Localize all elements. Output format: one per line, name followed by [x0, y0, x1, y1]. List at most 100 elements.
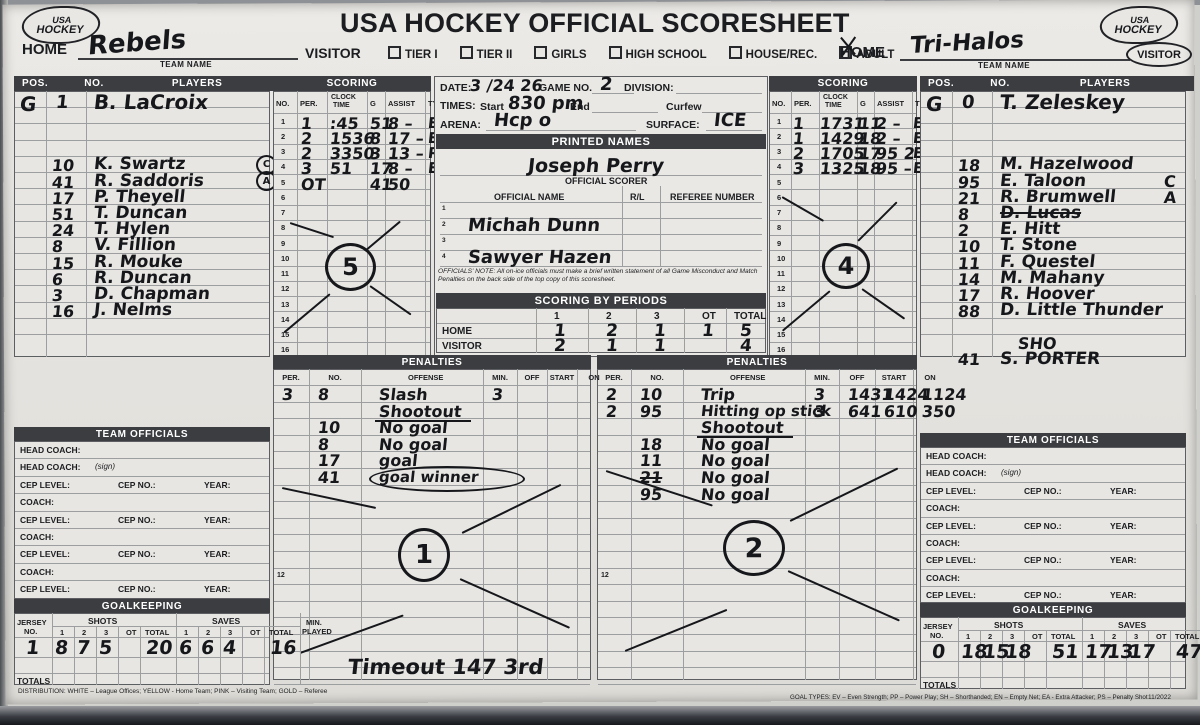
roster-rule [921, 204, 1185, 206]
gk-sub-col-label: OT [1156, 632, 1167, 641]
sbp-box [436, 308, 766, 353]
gk-col-divider [176, 613, 177, 685]
officials-row-number: 4 [442, 253, 446, 260]
gk-sub-col-label: 3 [104, 628, 109, 637]
division-label: DIVISION: [624, 82, 674, 94]
penalty-col-divider [631, 369, 632, 680]
classification-option-tier-i[interactable]: TIER I [388, 46, 438, 61]
scoring-row-number: 14 [281, 314, 290, 324]
checkbox-house-rec-[interactable] [728, 46, 742, 59]
gk-value: 7 [75, 637, 92, 659]
sbp-value: 1 [700, 321, 715, 341]
scoring-row-number: 4 [777, 162, 782, 172]
gk-sub-col-label: 3 [1134, 632, 1139, 641]
gk-sub-divider [1104, 630, 1105, 689]
penalty-cell: Hitting op stick [700, 401, 833, 420]
sbp-col-divider [684, 308, 685, 353]
team-official-label: COACH: [926, 538, 960, 548]
scoring-col-label: G [860, 99, 866, 108]
gk-saves-label: SAVES [212, 616, 241, 626]
scoring-row-number: 1 [777, 116, 782, 126]
scoring-row-rule [274, 143, 430, 145]
scoring-col-label: ASSIST [877, 99, 905, 108]
checkbox-high-school[interactable] [608, 46, 622, 59]
scoring-row-rule [274, 341, 430, 343]
penalty-row-rule [274, 683, 590, 685]
classification-option-high-school[interactable]: HIGH SCHOOL [608, 46, 707, 61]
team-official-label: CEP LEVEL: [926, 520, 976, 531]
team-official-label: CEP LEVEL: [926, 555, 976, 566]
gk-sub-col-label: 2 [988, 632, 993, 641]
penalty-row-rule [598, 667, 916, 669]
penalty-col-label: ON [924, 373, 936, 382]
penalty-row-rule [598, 434, 916, 436]
scoring-row-number: 16 [281, 345, 290, 355]
penalty-col-divider [913, 369, 914, 680]
roster-rule [15, 334, 269, 335]
penalty-col-label: PER. [605, 373, 623, 382]
roster-rule [921, 107, 1185, 109]
penalty-col-divider [483, 369, 484, 680]
photo-bottom-shadow [0, 706, 1200, 725]
classification-option-tier-ii[interactable]: TIER II [459, 46, 513, 61]
team-official-row-rule [921, 534, 1185, 535]
penalty-row-rule [598, 484, 916, 486]
classification-label: HOUSE/REC. [745, 49, 818, 61]
classification-label: TIER II [476, 49, 513, 61]
team-official-label: HEAD COACH: [20, 445, 81, 455]
gk-jersey-label-2: NO. [24, 627, 38, 636]
gk-jersey-label-2: NO. [930, 631, 944, 640]
roster-shootout-name: S. PORTER [998, 349, 1102, 369]
gk-sub-divider [980, 630, 981, 689]
gk-col-divider [52, 613, 53, 685]
team-official-row-rule [15, 493, 269, 495]
checkbox-girls[interactable] [534, 46, 548, 59]
penalty-col-divider [309, 369, 310, 680]
scoring-row-number: 9 [281, 238, 286, 248]
classification-option-girls[interactable]: GIRLS [534, 46, 587, 61]
gk-shots-label: SHOTS [88, 616, 118, 626]
roster-rule [921, 188, 1185, 190]
gk-sub-col-label: 1 [60, 628, 65, 637]
scoring-row-rule [274, 189, 430, 191]
penalty-row-rule [598, 401, 916, 403]
scoring-row-number: 11 [281, 269, 289, 278]
gk-row-rule [921, 677, 1185, 678]
roster-rule [15, 107, 269, 109]
scoring-cell: 3 [792, 159, 806, 179]
scoring-col-label: PER. [300, 99, 318, 108]
division-rule [676, 93, 762, 94]
logo-line-2-right: HOCKEY [1113, 24, 1163, 36]
scoring-row-rule [274, 311, 430, 313]
classification-option-house-rec[interactable]: HOUSE/REC. [728, 46, 818, 61]
gk-row-rule [15, 673, 269, 674]
gk-row-rule [921, 661, 1185, 662]
visitor-badge: VISITOR [1126, 42, 1192, 67]
checkbox-tier-i[interactable] [388, 46, 401, 59]
penalty-col-divider [839, 369, 840, 680]
checkbox-tier-ii[interactable] [459, 46, 473, 59]
gk-sub-divider [264, 626, 265, 685]
scoring-row-rule [770, 296, 916, 297]
official-scorer-value: Joseph Perry [526, 155, 666, 177]
scoring-row-number: 11 [777, 269, 785, 278]
roster-goalie-name: T. Zeleskey [998, 90, 1127, 114]
team-official-label: CEP LEVEL: [926, 485, 976, 496]
penalty-row-rule [598, 468, 916, 469]
scoring-col-divider [385, 91, 386, 357]
team-official-row-rule [921, 499, 1185, 501]
classification-option-adult[interactable]: ADULT [839, 36, 894, 61]
home-team-officials-band: TEAM OFFICIALS [14, 427, 270, 441]
scoring-row-number: 15 [777, 330, 786, 339]
gk-value: 18 [1003, 641, 1033, 663]
officials-row-number: 3 [442, 237, 446, 244]
classification-label: TIER I [405, 49, 438, 61]
visitor-roster-players-label: PLAYERS [1079, 78, 1131, 89]
roster-rule [921, 139, 1185, 141]
team-official-row-rule [921, 586, 1185, 588]
team-official-label: COACH: [20, 497, 54, 508]
penalty-col-label: NO. [328, 373, 342, 382]
gk-col-divider [958, 617, 959, 689]
roster-rule [15, 301, 269, 303]
